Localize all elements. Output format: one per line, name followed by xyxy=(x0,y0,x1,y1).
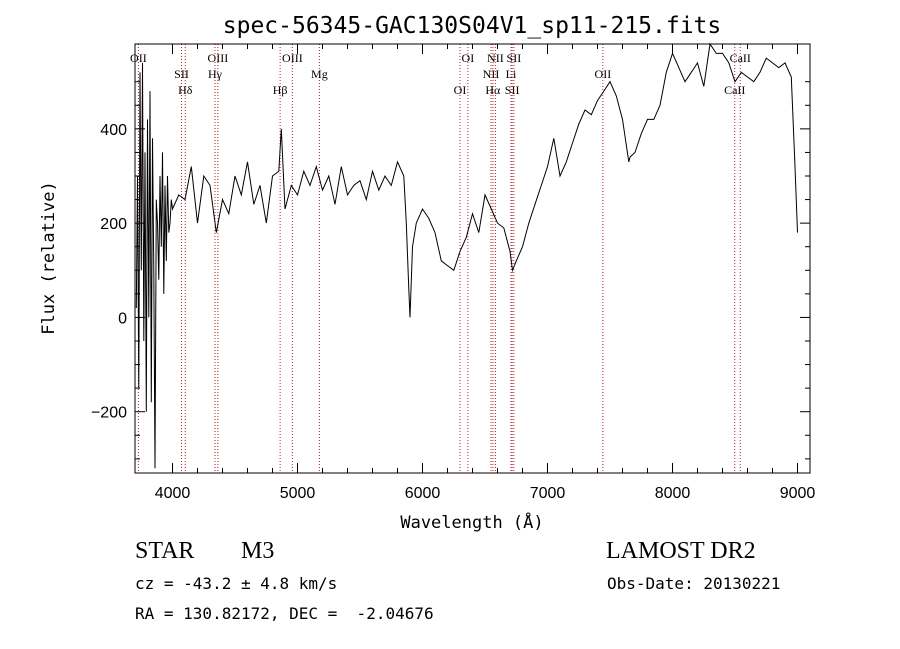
plot-frame xyxy=(134,43,811,474)
marker-label: Hδ xyxy=(178,83,193,97)
spectrum-line-layer xyxy=(135,42,798,469)
obs-date-text: Obs-Date: 20130221 xyxy=(607,574,781,593)
chart-title: spec-56345-GAC130S04V1_sp11-215.fits xyxy=(223,13,722,39)
marker-label: Hα xyxy=(485,83,501,97)
marker-label: OI xyxy=(454,83,467,97)
marker-label: Li xyxy=(506,67,517,81)
spectral-line-markers: OIISIIHδOIIIHγHβOIIIMgOIOINIIHαNIILiSIIS… xyxy=(130,44,751,473)
marker-label: Hβ xyxy=(273,83,288,97)
axis-ticks: 4000 5000 6000 7000 8000 9000 −200 0 200 400 xyxy=(91,44,815,502)
y-tick-label: 0 xyxy=(118,310,127,327)
marker-label: SII xyxy=(507,51,522,65)
marker-label: NII xyxy=(483,67,500,81)
object-subclass: M3 xyxy=(241,538,275,564)
marker-label: OIII xyxy=(282,51,303,65)
x-tick-label: 8000 xyxy=(655,485,691,502)
marker-label: CaII xyxy=(724,83,745,97)
marker-label: CaII xyxy=(730,51,751,65)
x-tick-label: 9000 xyxy=(780,485,816,502)
x-tick-label: 4000 xyxy=(155,485,191,502)
redshift-text: cz = -43.2 ± 4.8 km/s xyxy=(135,574,338,593)
y-tick-label: −200 xyxy=(91,405,127,422)
y-tick-label: 400 xyxy=(100,122,127,139)
y-axis-label: Flux (relative) xyxy=(39,181,59,335)
marker-label: OII xyxy=(595,67,612,81)
x-tick-label: 6000 xyxy=(405,485,441,502)
y-tick-label: 200 xyxy=(100,216,127,233)
marker-label: OII xyxy=(130,51,147,65)
marker-label: OI xyxy=(462,51,475,65)
marker-label: NII xyxy=(487,51,504,65)
spectrum-line xyxy=(135,42,798,469)
marker-label: SII xyxy=(174,67,189,81)
marker-label: OIII xyxy=(208,51,229,65)
marker-label: Mg xyxy=(311,67,328,81)
x-tick-label: 5000 xyxy=(280,485,316,502)
survey-label: LAMOST DR2 xyxy=(606,538,756,564)
marker-label: SII xyxy=(505,83,520,97)
x-tick-label: 7000 xyxy=(530,485,566,502)
coordinates-text: RA = 130.82172, DEC = -2.04676 xyxy=(135,604,434,623)
object-class: STAR xyxy=(135,538,195,564)
marker-label: Hγ xyxy=(208,67,223,81)
x-axis-label: Wavelength (Å) xyxy=(400,511,543,533)
